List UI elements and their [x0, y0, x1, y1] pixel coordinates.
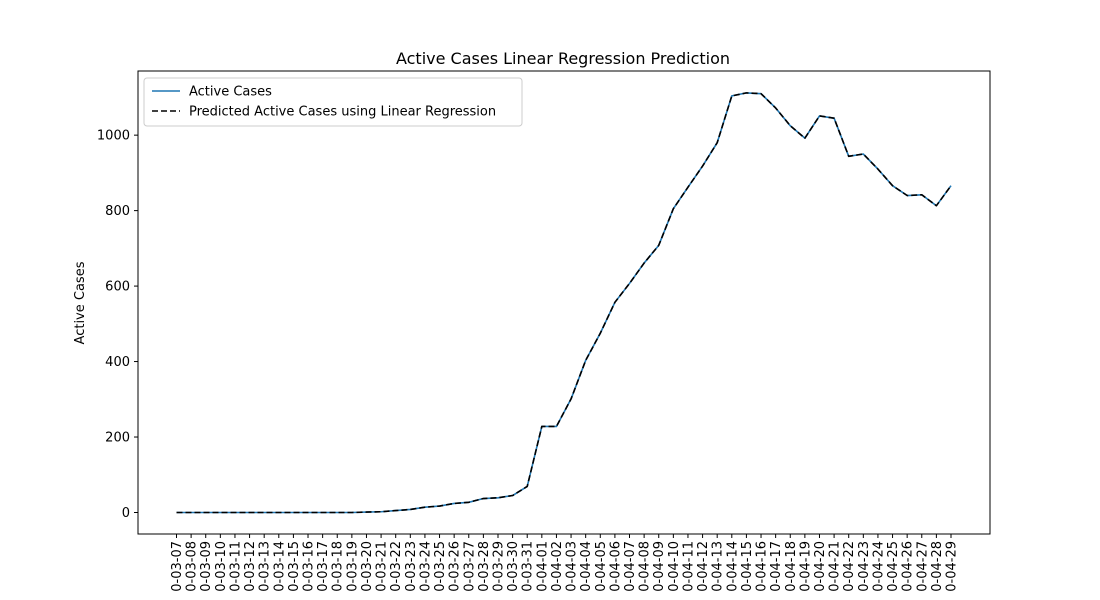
- x-tick-label: 0-04-04: [579, 541, 594, 592]
- x-tick-label: 0-03-12: [243, 541, 258, 592]
- x-tick-label: 0-04-14: [725, 541, 740, 592]
- legend-box: [143, 77, 523, 127]
- x-tick-label: 0-03-24: [418, 541, 433, 592]
- y-tick-label: 200: [105, 431, 130, 446]
- x-tick-label: 0-03-18: [331, 541, 346, 592]
- y-tick-label: 0: [122, 506, 130, 521]
- x-tick-label: 0-03-20: [360, 541, 375, 592]
- x-tick-label: 0-04-02: [550, 541, 565, 592]
- x-tick-label: 0-04-03: [565, 541, 580, 592]
- series-line-active-cases: [176, 92, 952, 514]
- x-tick-label: 0-04-18: [784, 541, 799, 592]
- x-tick-label: 0-03-29: [491, 541, 506, 592]
- x-tick-label: 0-04-23: [857, 541, 872, 592]
- x-tick-label: 0-04-21: [828, 541, 843, 592]
- x-tick-label: 0-03-31: [521, 541, 536, 592]
- x-tick-label: 0-04-17: [769, 541, 784, 592]
- x-tick-label: 0-03-23: [404, 541, 419, 592]
- x-tick-label: 0-04-05: [594, 541, 609, 592]
- chart-title: Active Cases Linear Regression Predictio…: [396, 49, 730, 68]
- x-tick-label: 0-04-08: [638, 541, 653, 592]
- y-tick-label: 400: [105, 355, 130, 370]
- x-tick-label: 0-03-30: [506, 541, 521, 592]
- y-tick-label: 600: [105, 280, 130, 295]
- legend-label: Active Cases: [189, 85, 272, 100]
- x-tick-label: 0-04-27: [915, 541, 930, 592]
- x-tick-label: 0-04-07: [623, 541, 638, 592]
- x-tick-label: 0-04-15: [740, 541, 755, 592]
- x-tick-label: 0-04-01: [535, 541, 550, 592]
- x-tick-label: 0-03-17: [316, 541, 331, 592]
- x-tick-label: 0-03-09: [199, 541, 214, 592]
- axes-frame: [137, 70, 991, 535]
- x-tick-label: 0-04-19: [798, 541, 813, 592]
- x-tick-label: 0-04-06: [608, 541, 623, 592]
- x-tick-label: 0-03-21: [375, 541, 390, 592]
- x-tick-label: 0-04-13: [711, 541, 726, 592]
- x-tick-label: 0-03-14: [272, 541, 287, 592]
- x-tick-label: 0-03-08: [185, 541, 200, 592]
- series-line-predicted-active-cases: [176, 92, 952, 514]
- y-tick-label: 1000: [97, 129, 130, 144]
- x-tick-label: 0-03-07: [170, 541, 185, 592]
- x-tick-label: 0-04-10: [667, 541, 682, 592]
- x-tick-label: 0-04-11: [681, 541, 696, 592]
- x-tick-label: 0-03-27: [462, 541, 477, 592]
- x-tick-label: 0-03-25: [433, 541, 448, 592]
- x-tick-label: 0-03-28: [477, 541, 492, 592]
- x-tick-label: 0-03-22: [389, 541, 404, 592]
- x-tick-label: 0-04-26: [901, 541, 916, 592]
- x-tick-label: 0-03-26: [448, 541, 463, 592]
- y-axis-title: Active Cases: [73, 261, 88, 344]
- x-tick-label: 0-03-16: [302, 541, 317, 592]
- x-tick-label: 0-03-10: [214, 541, 229, 592]
- x-tick-label: 0-03-13: [258, 541, 273, 592]
- x-tick-label: 0-04-12: [696, 541, 711, 592]
- x-tick-label: 0-03-11: [228, 541, 243, 592]
- x-tick-label: 0-03-19: [345, 541, 360, 592]
- x-tick-label: 0-04-16: [755, 541, 770, 592]
- x-tick-label: 0-04-22: [842, 541, 857, 592]
- x-tick-label: 0-04-25: [886, 541, 901, 592]
- x-tick-label: 0-04-09: [652, 541, 667, 592]
- legend-label: Predicted Active Cases using Linear Regr…: [189, 105, 496, 120]
- x-tick-label: 0-04-20: [813, 541, 828, 592]
- x-tick-label: 0-04-24: [871, 541, 886, 592]
- y-tick-label: 800: [105, 204, 130, 219]
- legend: Active Cases Predicted Active Cases using…: [143, 77, 523, 127]
- x-tick-label: 0-04-29: [945, 541, 960, 592]
- x-tick-label: 0-03-15: [287, 541, 302, 592]
- x-tick-label: 0-04-28: [930, 541, 945, 592]
